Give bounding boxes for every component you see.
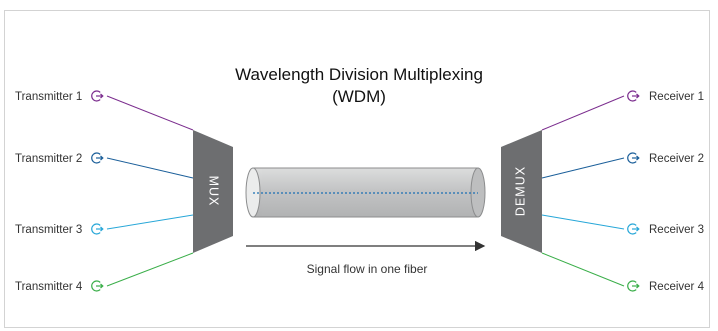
receiver-label-2: Receiver 2 bbox=[649, 153, 704, 165]
mux-label: MUX bbox=[207, 176, 221, 207]
receiver-icon-2 bbox=[627, 152, 640, 164]
transmitter-label-1: Transmitter 1 bbox=[15, 91, 82, 103]
receiver-label-1: Receiver 1 bbox=[649, 91, 704, 103]
receiver-signal-line-2 bbox=[541, 157, 625, 179]
transmitter-label-3: Transmitter 3 bbox=[15, 224, 82, 236]
diagram-title-line1: Wavelength Division Multiplexing bbox=[235, 65, 483, 84]
receiver-icon-3 bbox=[627, 223, 640, 235]
transmitter-icon-4 bbox=[91, 280, 104, 292]
diagram-title-line2: (WDM) bbox=[332, 87, 386, 106]
receiver-signal-line-4 bbox=[541, 252, 625, 287]
receiver-group: Receiver 1 Receiver 2 Receiver 3 Receiver 4 bbox=[541, 90, 705, 293]
transmitter-icon-2 bbox=[91, 152, 104, 164]
transmitter-signal-line-2 bbox=[106, 157, 194, 179]
demux-label: DEMUX bbox=[513, 166, 527, 216]
mux-block bbox=[193, 130, 233, 253]
flow-label: Signal flow in one fiber bbox=[307, 262, 428, 276]
demux-block bbox=[501, 130, 542, 253]
receiver-label-3: Receiver 3 bbox=[649, 224, 704, 236]
receiver-signal-line-3 bbox=[541, 214, 625, 230]
transmitter-label-4: Transmitter 4 bbox=[15, 281, 83, 293]
receiver-icon-1 bbox=[627, 90, 640, 102]
receiver-signal-line-1 bbox=[541, 95, 625, 131]
transmitter-group: Transmitter 1 Transmitter 2 Transmitter 3 T… bbox=[15, 90, 194, 293]
transmitter-signal-line-4 bbox=[106, 252, 194, 287]
transmitter-label-2: Transmitter 2 bbox=[15, 153, 82, 165]
receiver-icon-4 bbox=[627, 280, 640, 292]
transmitter-icon-1 bbox=[91, 90, 104, 102]
transmitter-icon-3 bbox=[91, 223, 104, 235]
fiber-cable bbox=[245, 167, 486, 218]
transmitter-signal-line-1 bbox=[106, 95, 194, 131]
transmitter-signal-line-3 bbox=[106, 214, 194, 230]
receiver-label-4: Receiver 4 bbox=[649, 281, 705, 293]
